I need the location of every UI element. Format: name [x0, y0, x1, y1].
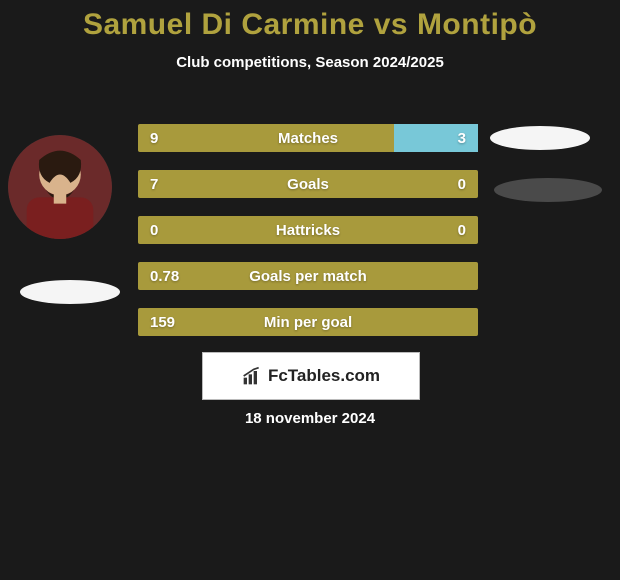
bar-left-value: 159: [150, 314, 175, 331]
bar-right-value: 3: [458, 130, 466, 147]
player1-avatar: [8, 135, 112, 239]
bar-row-hattricks: 0 Hattricks 0: [138, 216, 478, 244]
bar-center-label: Goals per match: [138, 268, 478, 285]
player2-oval-top: [490, 126, 590, 150]
bar-left-value: 0.78: [150, 268, 179, 285]
fctables-logo-box: FcTables.com: [202, 352, 420, 400]
title-player2: Montipò: [417, 8, 537, 41]
bar-center-label: Goals: [138, 176, 478, 193]
player1-name-oval: [20, 280, 120, 304]
bar-chart-icon: [242, 366, 262, 386]
bar-row-goals: 7 Goals 0: [138, 170, 478, 198]
subtitle: Club competitions, Season 2024/2025: [0, 54, 620, 71]
bar-row-matches: 9 Matches 3: [138, 124, 478, 152]
bar-row-goals-per-match: 0.78 Goals per match: [138, 262, 478, 290]
bar-left-value: 7: [150, 176, 158, 193]
bar-right-value: 0: [458, 222, 466, 239]
title-vs: vs: [374, 8, 408, 41]
bar-left-value: 0: [150, 222, 158, 239]
page-root: Samuel Di Carmine vs Montipò Club compet…: [0, 0, 620, 580]
comparison-bars: 9 Matches 3 7 Goals 0 0 Hattricks 0 0.78…: [138, 124, 478, 354]
avatar-placeholder-icon: [8, 135, 112, 239]
page-title: Samuel Di Carmine vs Montipò: [0, 0, 620, 42]
title-player1: Samuel Di Carmine: [83, 8, 365, 41]
bar-left-value: 9: [150, 130, 158, 147]
bar-right-value: 0: [458, 176, 466, 193]
bar-center-label: Hattricks: [138, 222, 478, 239]
bar-center-label: Min per goal: [138, 314, 478, 331]
date-text: 18 november 2024: [0, 410, 620, 427]
player2-oval-bottom: [494, 178, 602, 202]
bar-row-min-per-goal: 159 Min per goal: [138, 308, 478, 336]
logo-text: FcTables.com: [268, 366, 380, 386]
